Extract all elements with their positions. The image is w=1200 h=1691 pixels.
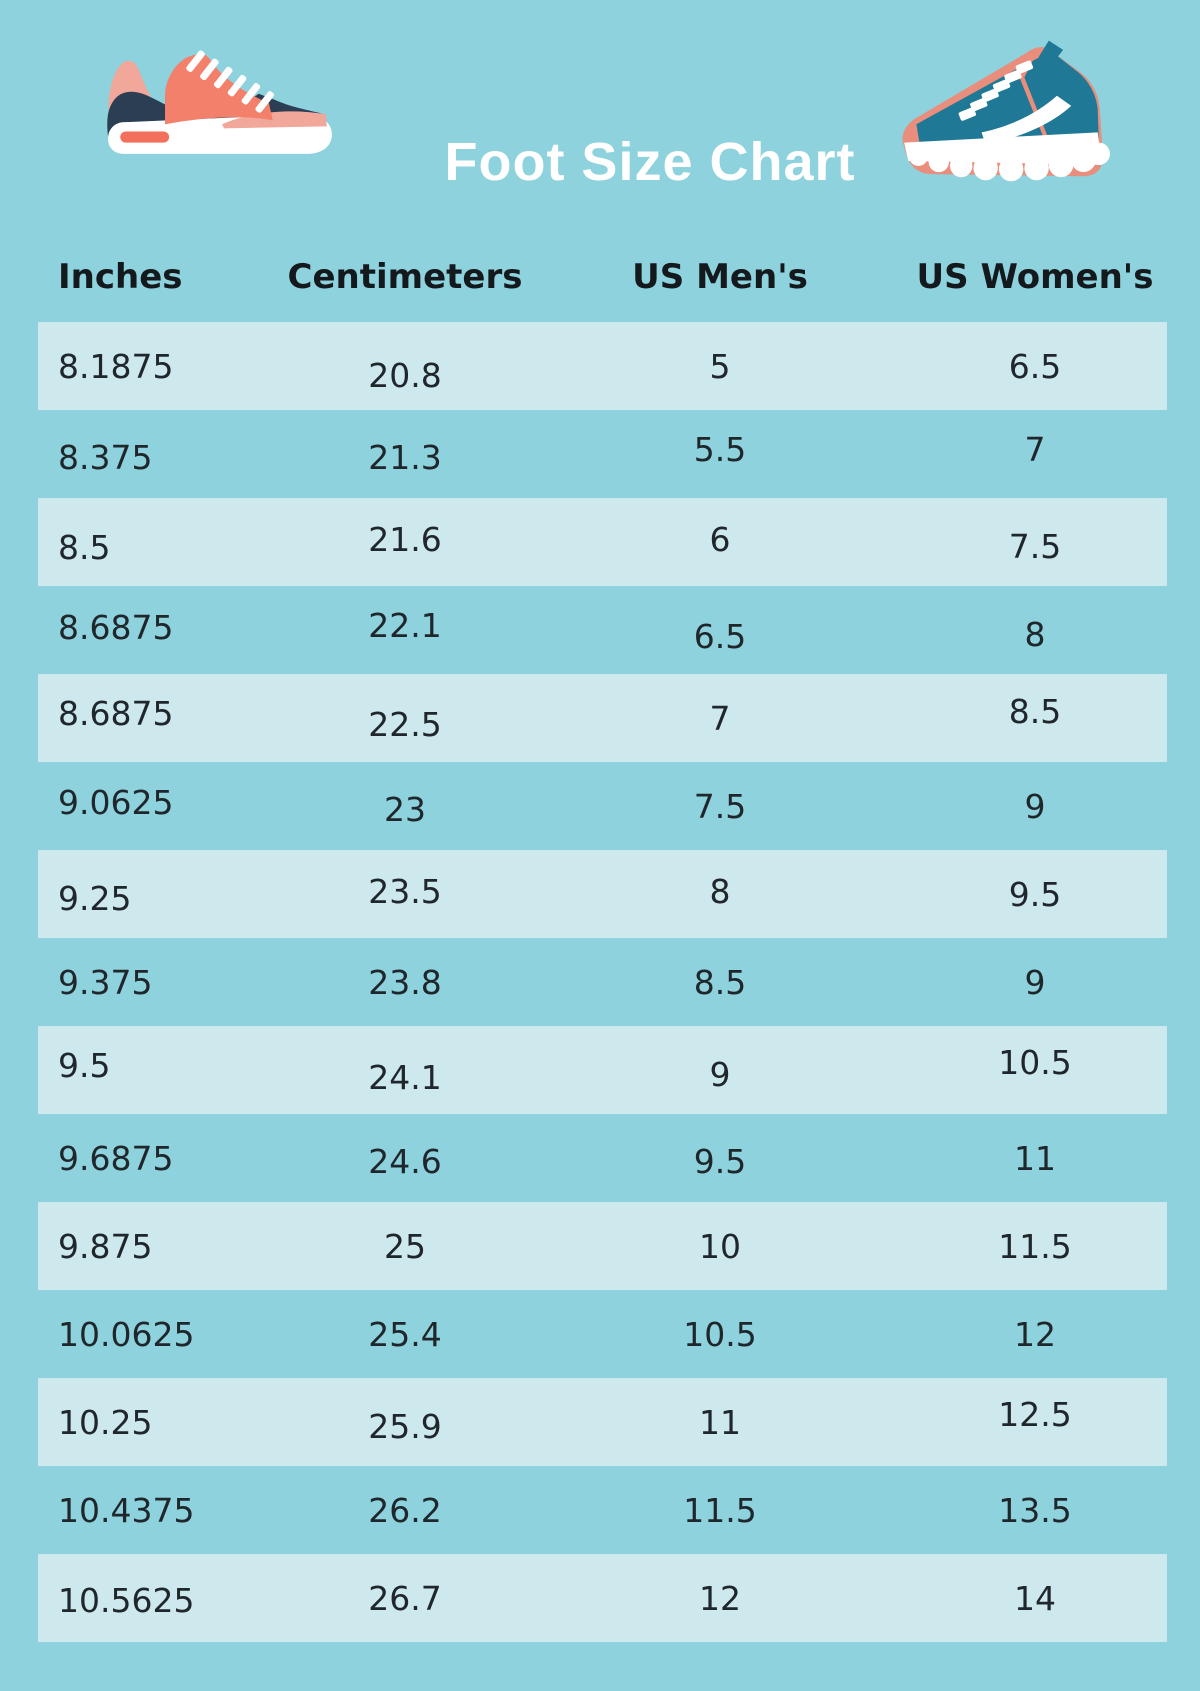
table-cell: 9.25 [58,878,132,918]
table-cell: 26.7 [368,1578,442,1618]
table-cell: 8.6875 [58,693,174,733]
table-cell: 25 [384,1226,426,1266]
table-cell: 8.5 [1008,691,1062,731]
table-row: 10.4375 26.2 11.5 13.5 [0,1466,1200,1554]
table-cell: 7 [1024,429,1046,469]
table-cell: 23 [384,789,426,829]
size-table: Inches Centimeters US Men's US Women's 8… [0,232,1200,1642]
table-cell: 24.6 [368,1141,442,1181]
table-row: 8.6875 22.5 7 8.5 [0,674,1200,762]
hightop-sneaker-icon [902,40,1110,182]
table-cell: 23.5 [368,871,442,911]
table-row: 8.1875 20.8 5 6.5 [0,322,1200,410]
table-cell: 9.5 [1008,874,1062,914]
table-cell: 7.5 [693,786,747,826]
table-cell: 10.4375 [58,1490,195,1530]
table-cell: 11.5 [998,1226,1072,1266]
table-cell: 8.1875 [58,346,174,386]
table-cell: 25.4 [368,1314,442,1354]
table-row: 9.5 24.1 9 10.5 [0,1026,1200,1114]
table-row: 9.0625 23 7.5 9 [0,762,1200,850]
table-cell: 26.2 [368,1490,442,1530]
lace-stripes [958,60,1034,121]
table-cell: 10.25 [58,1402,153,1442]
sole-scallops [909,142,1110,182]
table-cell: 7.5 [1008,526,1062,566]
table-cell: 8.6875 [58,607,174,647]
table-cell: 9.5 [693,1141,747,1181]
table-cell: 9.5 [58,1045,111,1085]
table-cell: 12.5 [998,1394,1072,1434]
table-cell: 6.5 [1008,346,1062,386]
table-row: 9.875 25 10 11.5 [0,1202,1200,1290]
table-cell: 20.8 [368,355,442,395]
column-header-centimeters: Centimeters [287,257,523,297]
table-cell: 9.6875 [58,1138,174,1178]
table-cell: 12 [699,1578,741,1618]
table-cell: 6 [709,519,731,559]
table-cell: 21.6 [368,519,442,559]
table-cell: 8 [1024,614,1046,654]
table-cell: 22.1 [368,605,442,645]
table-cell: 7 [709,698,731,738]
table-cell: 9.0625 [58,782,174,822]
table-cell: 12 [1014,1314,1056,1354]
table-cell: 6.5 [693,616,747,656]
table-cell: 25.9 [368,1406,442,1446]
table-row: 8.375 21.3 5.5 7 [0,410,1200,498]
table-cell: 8.5 [58,527,111,567]
table-cell: 9.375 [58,962,153,1002]
lace-stripes [186,50,275,113]
table-header-row: Inches Centimeters US Men's US Women's [0,232,1200,322]
table-cell: 11 [699,1402,741,1442]
table-cell: 10 [699,1226,741,1266]
column-header-us-womens: US Women's [916,257,1154,297]
table-row: 10.5625 26.7 12 14 [0,1554,1200,1642]
table-cell: 10.5 [998,1042,1072,1082]
table-cell: 9 [709,1054,731,1094]
table-cell: 5 [709,346,731,386]
sneaker-icon [107,50,332,154]
table-cell: 11.5 [683,1490,757,1530]
table-cell: 9.875 [58,1226,153,1266]
table-cell: 8 [709,871,731,911]
table-cell: 10.5 [683,1314,757,1354]
table-row: 9.6875 24.6 9.5 11 [0,1114,1200,1202]
table-row: 10.25 25.9 11 12.5 [0,1378,1200,1466]
table-cell: 10.5625 [58,1580,195,1620]
column-header-us-mens: US Men's [632,257,808,297]
table-body: 8.1875 20.8 5 6.5 8.375 21.3 5.5 7 8.5 21.6 6 7.5 8.… [0,322,1200,1642]
table-row: 9.375 23.8 8.5 9 [0,938,1200,1026]
table-row: 8.5 21.6 6 7.5 [0,498,1200,586]
table-row: 9.25 23.5 8 9.5 [0,850,1200,938]
table-cell: 24.1 [368,1057,442,1097]
table-row: 10.0625 25.4 10.5 12 [0,1290,1200,1378]
table-cell: 22.5 [368,704,442,744]
table-cell: 21.3 [368,437,442,477]
table-cell: 9 [1024,962,1046,1002]
table-cell: 8.5 [693,962,747,1002]
table-cell: 5.5 [693,429,747,469]
table-cell: 13.5 [998,1490,1072,1530]
table-row: 8.6875 22.1 6.5 8 [0,586,1200,674]
table-cell: 14 [1014,1578,1056,1618]
column-header-inches: Inches [58,257,183,297]
table-cell: 11 [1014,1138,1056,1178]
table-cell: 23.8 [368,962,442,1002]
table-cell: 8.375 [58,437,153,477]
table-cell: 10.0625 [58,1314,195,1354]
page-title: Foot Size Chart [444,132,856,193]
table-cell: 9 [1024,786,1046,826]
